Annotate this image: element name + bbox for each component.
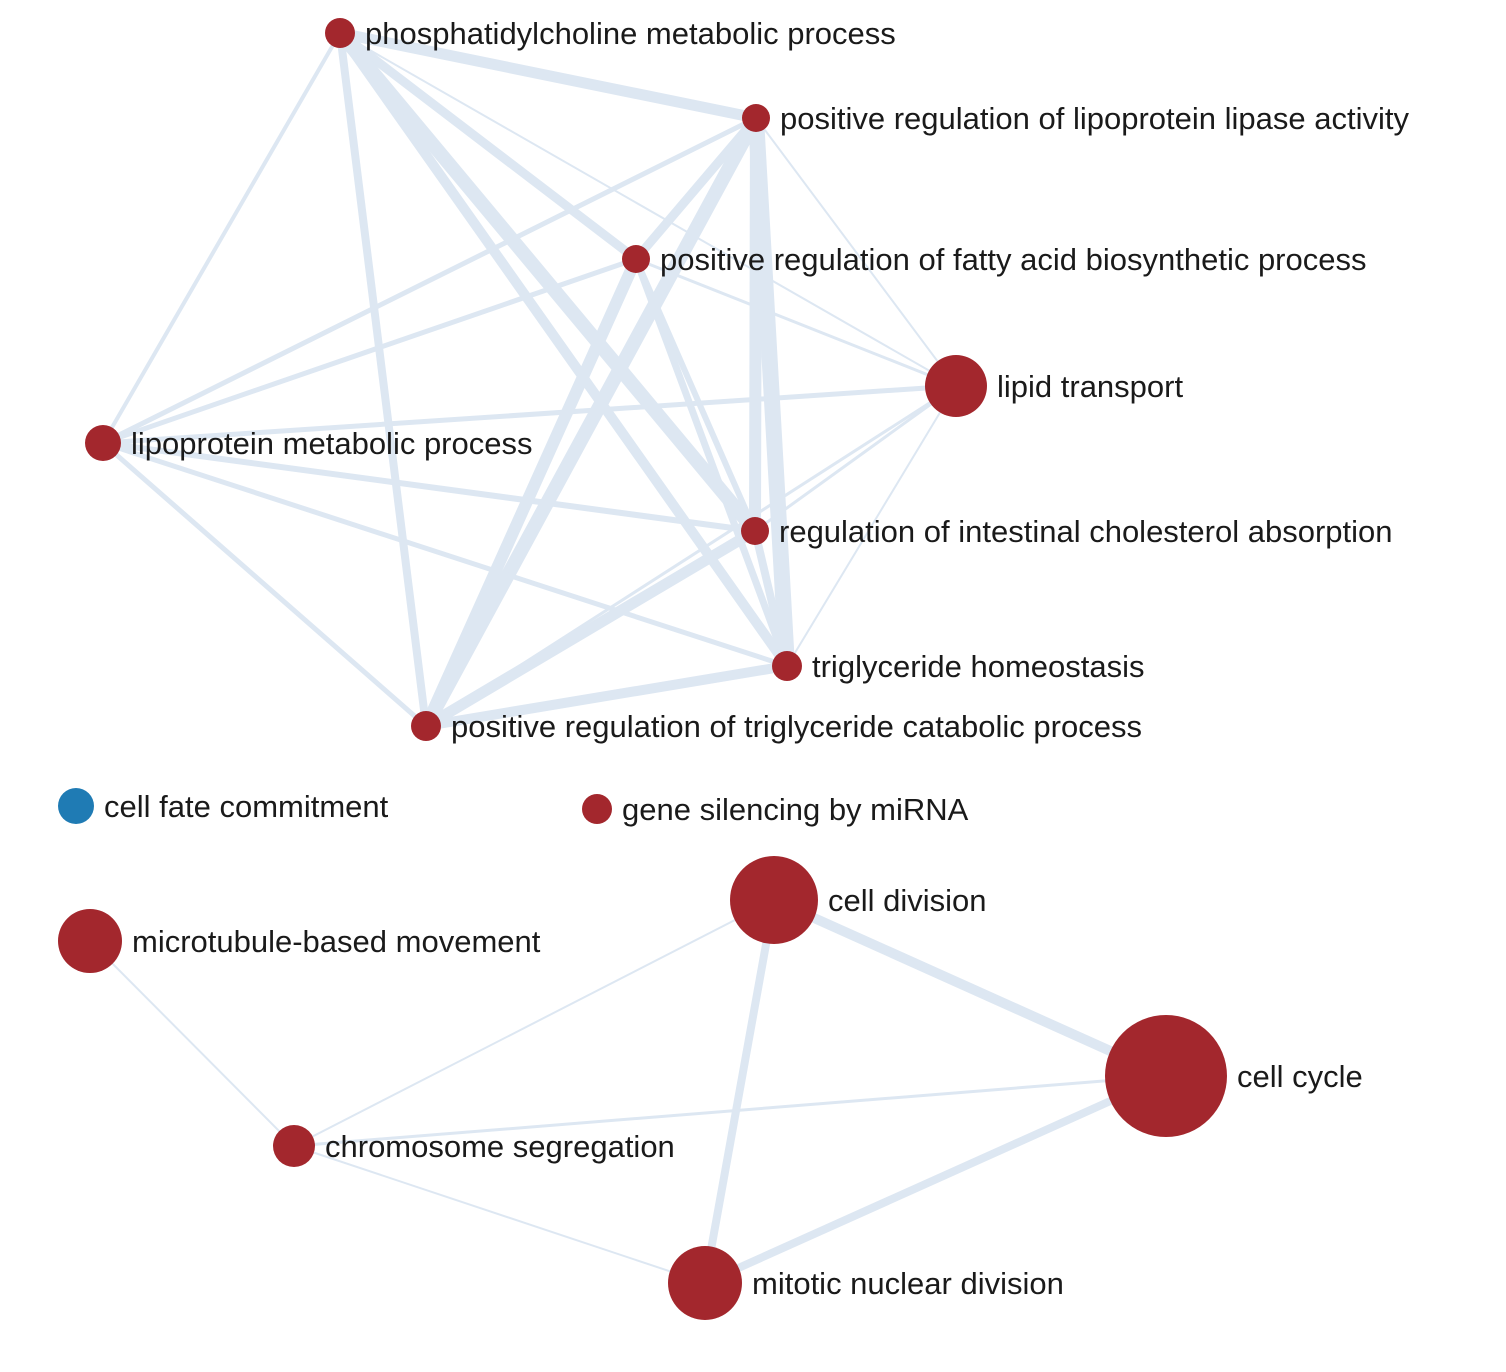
node-circle-gene-silencing[interactable] bbox=[582, 794, 612, 824]
node-label-phosphatidylcholine: phosphatidylcholine metabolic process bbox=[365, 16, 896, 51]
node-lipoprotein-metabolic[interactable]: lipoprotein metabolic process bbox=[85, 425, 533, 461]
edge-triglyceride-homeostasis-triglyceride-catabolic bbox=[421, 661, 792, 731]
node-circle-microtubule[interactable] bbox=[58, 909, 122, 973]
edge-phosphatidylcholine-triglyceride-catabolic bbox=[336, 29, 430, 730]
node-circle-lipoprotein-metabolic[interactable] bbox=[85, 425, 121, 461]
edge-fatty-acid-biosynthetic-triglyceride-homeostasis bbox=[632, 255, 791, 670]
node-cell-fate[interactable]: cell fate commitment bbox=[58, 788, 389, 824]
edge-fatty-acid-biosynthetic-lipid-transport bbox=[634, 257, 958, 388]
node-label-lipoprotein-lipase: positive regulation of lipoprotein lipas… bbox=[780, 101, 1409, 136]
edge-phosphatidylcholine-lipid-transport bbox=[339, 32, 957, 387]
edge-intestinal-cholesterol-triglyceride-catabolic bbox=[420, 525, 761, 732]
node-triglyceride-homeostasis[interactable]: triglyceride homeostasis bbox=[772, 649, 1145, 684]
node-microtubule[interactable]: microtubule-based movement bbox=[58, 909, 541, 973]
node-cell-division[interactable]: cell division bbox=[730, 856, 987, 944]
node-circle-fatty-acid-biosynthetic[interactable] bbox=[622, 245, 650, 273]
node-label-gene-silencing: gene silencing by miRNA bbox=[622, 792, 969, 827]
node-circle-cell-fate[interactable] bbox=[58, 788, 94, 824]
edge-chromosome-segregation-mitotic-nuclear-division bbox=[293, 1145, 706, 1284]
node-circle-intestinal-cholesterol[interactable] bbox=[741, 517, 769, 545]
node-label-fatty-acid-biosynthetic: positive regulation of fatty acid biosyn… bbox=[660, 242, 1367, 277]
node-fatty-acid-biosynthetic[interactable]: positive regulation of fatty acid biosyn… bbox=[622, 242, 1367, 277]
edge-layer bbox=[89, 26, 1171, 1287]
edge-lipid-transport-triglyceride-homeostasis bbox=[786, 385, 957, 667]
node-label-chromosome-segregation: chromosome segregation bbox=[325, 1129, 675, 1164]
edge-lipoprotein-lipase-triglyceride-homeostasis bbox=[748, 110, 795, 674]
node-lipid-transport[interactable]: lipid transport bbox=[925, 355, 1183, 417]
node-cell-cycle[interactable]: cell cycle bbox=[1105, 1015, 1363, 1137]
node-circle-lipoprotein-lipase[interactable] bbox=[742, 104, 770, 132]
edge-phosphatidylcholine-fatty-acid-biosynthetic bbox=[335, 28, 641, 264]
node-circle-cell-division[interactable] bbox=[730, 856, 818, 944]
edge-phosphatidylcholine-intestinal-cholesterol bbox=[333, 26, 762, 538]
node-label-cell-division: cell division bbox=[828, 883, 987, 918]
node-label-triglyceride-homeostasis: triglyceride homeostasis bbox=[812, 649, 1145, 684]
node-gene-silencing[interactable]: gene silencing by miRNA bbox=[582, 792, 969, 827]
node-circle-triglyceride-catabolic[interactable] bbox=[411, 711, 441, 741]
node-chromosome-segregation[interactable]: chromosome segregation bbox=[273, 1125, 675, 1167]
node-mitotic-nuclear-division[interactable]: mitotic nuclear division bbox=[668, 1246, 1064, 1320]
node-label-intestinal-cholesterol: regulation of intestinal cholesterol abs… bbox=[779, 514, 1393, 549]
node-layer: phosphatidylcholine metabolic process pos… bbox=[58, 16, 1409, 1320]
edge-cell-cycle-mitotic-nuclear-division bbox=[701, 1072, 1170, 1287]
edge-lipid-transport-intestinal-cholesterol bbox=[753, 384, 958, 533]
node-circle-cell-cycle[interactable] bbox=[1105, 1015, 1227, 1137]
node-label-lipid-transport: lipid transport bbox=[997, 369, 1183, 404]
edge-cell-division-mitotic-nuclear-division bbox=[701, 896, 778, 1287]
edge-lipoprotein-lipase-lipoprotein-metabolic bbox=[100, 115, 759, 446]
edge-phosphatidylcholine-lipoprotein-metabolic bbox=[101, 31, 342, 445]
node-label-cell-fate: cell fate commitment bbox=[104, 789, 389, 824]
edge-intestinal-cholesterol-triglyceride-homeostasis bbox=[751, 527, 791, 670]
node-intestinal-cholesterol[interactable]: regulation of intestinal cholesterol abs… bbox=[741, 514, 1393, 549]
edge-lipoprotein-lipase-triglyceride-catabolic bbox=[419, 111, 763, 733]
node-label-lipoprotein-metabolic: lipoprotein metabolic process bbox=[131, 426, 533, 461]
node-circle-mitotic-nuclear-division[interactable] bbox=[668, 1246, 742, 1320]
edge-microtubule-chromosome-segregation bbox=[89, 940, 295, 1147]
node-label-mitotic-nuclear-division: mitotic nuclear division bbox=[752, 1266, 1064, 1301]
edge-cell-division-cell-cycle bbox=[769, 895, 1171, 1081]
node-label-cell-cycle: cell cycle bbox=[1237, 1059, 1363, 1094]
node-circle-phosphatidylcholine[interactable] bbox=[325, 18, 355, 48]
edge-lipoprotein-lipase-lipid-transport bbox=[755, 117, 957, 387]
node-circle-triglyceride-homeostasis[interactable] bbox=[772, 651, 802, 681]
edge-phosphatidylcholine-lipoprotein-lipase bbox=[334, 27, 762, 124]
node-phosphatidylcholine[interactable]: phosphatidylcholine metabolic process bbox=[325, 16, 896, 51]
node-label-triglyceride-catabolic: positive regulation of triglyceride cata… bbox=[451, 709, 1142, 744]
node-lipoprotein-lipase[interactable]: positive regulation of lipoprotein lipas… bbox=[742, 101, 1409, 136]
node-triglyceride-catabolic[interactable]: positive regulation of triglyceride cata… bbox=[411, 709, 1142, 744]
edge-lipoprotein-metabolic-triglyceride-homeostasis bbox=[100, 440, 790, 669]
edge-lipid-transport-lipoprotein-metabolic bbox=[100, 383, 959, 446]
edge-cell-cycle-chromosome-segregation bbox=[292, 1074, 1168, 1148]
edge-lipoprotein-metabolic-triglyceride-catabolic bbox=[100, 440, 429, 729]
node-circle-chromosome-segregation[interactable] bbox=[273, 1125, 315, 1167]
edge-cell-division-chromosome-segregation bbox=[293, 899, 775, 1147]
node-label-microtubule: microtubule-based movement bbox=[132, 924, 541, 959]
edge-fatty-acid-biosynthetic-triglyceride-catabolic bbox=[420, 253, 642, 732]
node-circle-lipid-transport[interactable] bbox=[925, 355, 987, 417]
edge-fatty-acid-biosynthetic-lipoprotein-metabolic bbox=[100, 256, 639, 446]
edge-lipoprotein-metabolic-intestinal-cholesterol bbox=[100, 440, 758, 534]
